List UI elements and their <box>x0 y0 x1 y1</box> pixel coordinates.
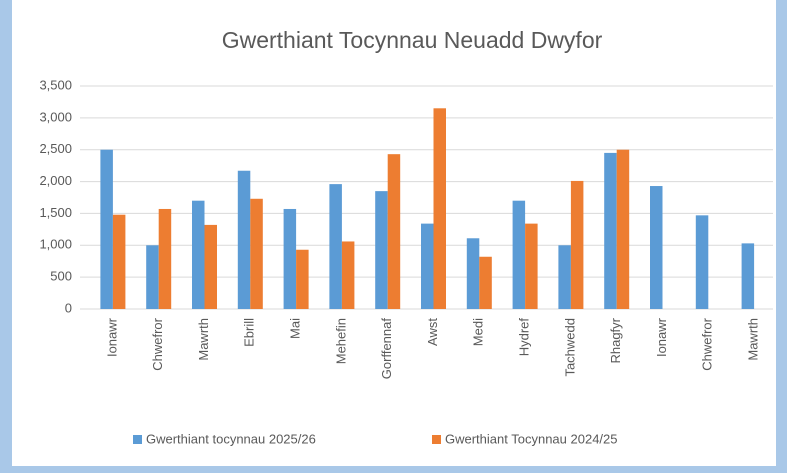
bar <box>512 200 526 309</box>
y-tick-label: 1,000 <box>39 237 72 252</box>
bar <box>192 200 205 309</box>
x-tick-label: Chwefror <box>700 317 715 370</box>
bar <box>296 249 309 309</box>
x-tick-label: Awst <box>425 318 440 346</box>
x-tick-label: Mawrth <box>746 318 761 361</box>
bar <box>558 245 571 309</box>
bar <box>387 154 401 309</box>
bar <box>479 256 492 309</box>
bar <box>375 191 388 309</box>
bar <box>741 243 755 309</box>
x-tick-label: Mehefin <box>333 318 348 364</box>
bar <box>570 180 584 309</box>
x-tick-label: Gorffennaf <box>379 318 394 380</box>
y-tick-label: 3,000 <box>39 109 72 124</box>
x-tick-label: Mai <box>288 318 303 339</box>
bar <box>650 186 663 309</box>
bar <box>237 170 251 309</box>
x-tick-label: Tachwedd <box>562 318 577 377</box>
y-tick-label: 1,500 <box>39 205 72 220</box>
bar <box>695 215 709 309</box>
bar <box>146 245 159 309</box>
y-tick-label: 2,500 <box>39 141 72 156</box>
chart-title: Gwerthiant Tocynnau Neuadd Dwyfor <box>222 27 603 53</box>
bar <box>604 152 617 309</box>
legend-label: Gwerthiant Tocynnau 2024/25 <box>445 431 618 446</box>
bar <box>329 184 342 309</box>
y-tick-label: 0 <box>65 300 72 315</box>
bar <box>433 108 446 309</box>
bar <box>158 208 172 309</box>
y-tick-label: 500 <box>50 269 72 284</box>
x-tick-label: Mawrth <box>196 318 211 361</box>
x-tick-label: Ionawr <box>654 317 669 357</box>
legend-swatch <box>432 435 441 444</box>
bar <box>525 223 538 309</box>
legend-swatch <box>133 435 142 444</box>
bar <box>250 198 263 309</box>
bar <box>341 241 355 309</box>
bar <box>204 224 217 309</box>
x-tick-label: Ionawr <box>104 317 119 357</box>
x-tick-label: Ebrill <box>242 318 257 347</box>
x-tick-label: Rhagfyr <box>608 317 623 363</box>
bar <box>466 238 480 309</box>
x-tick-label: Chwefror <box>150 317 165 370</box>
bar <box>421 223 434 309</box>
bar <box>283 208 297 309</box>
legend-label: Gwerthiant tocynnau 2025/26 <box>146 431 316 446</box>
y-tick-label: 2,000 <box>39 173 72 188</box>
bar <box>100 149 113 309</box>
x-tick-label: Medi <box>471 318 486 346</box>
bar <box>616 149 630 309</box>
x-tick-label: Hydref <box>517 318 532 357</box>
y-tick-label: 3,500 <box>39 77 72 92</box>
bar <box>112 214 126 309</box>
